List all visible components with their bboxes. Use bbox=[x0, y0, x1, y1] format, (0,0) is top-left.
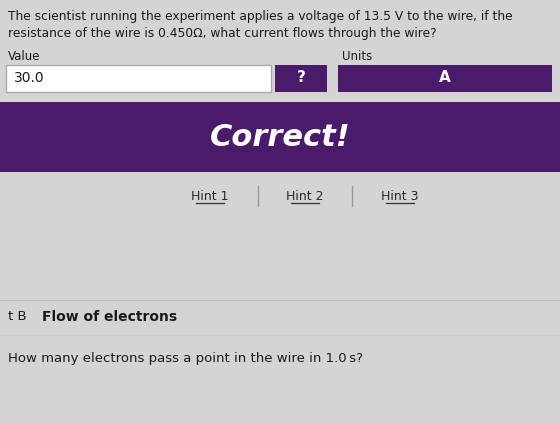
Text: t B: t B bbox=[8, 310, 27, 323]
Text: Hint 2: Hint 2 bbox=[286, 190, 324, 203]
Text: Hint 3: Hint 3 bbox=[381, 190, 419, 203]
Text: How many electrons pass a point in the wire in 1.0 s?: How many electrons pass a point in the w… bbox=[8, 352, 363, 365]
Text: Units: Units bbox=[342, 50, 372, 63]
Text: Value: Value bbox=[8, 50, 40, 63]
FancyBboxPatch shape bbox=[6, 65, 271, 92]
Text: resistance of the wire is 0.450Ω, what current flows through the wire?: resistance of the wire is 0.450Ω, what c… bbox=[8, 27, 437, 40]
Text: A: A bbox=[439, 71, 451, 85]
Text: 30.0: 30.0 bbox=[14, 71, 45, 85]
Text: Correct!: Correct! bbox=[209, 124, 351, 153]
FancyBboxPatch shape bbox=[275, 65, 327, 92]
Text: Hint 1: Hint 1 bbox=[192, 190, 228, 203]
FancyBboxPatch shape bbox=[0, 102, 560, 172]
FancyBboxPatch shape bbox=[338, 65, 552, 92]
Text: Flow of electrons: Flow of electrons bbox=[42, 310, 177, 324]
Text: ?: ? bbox=[297, 71, 305, 85]
Text: The scientist running the experiment applies a voltage of 13.5 V to the wire, if: The scientist running the experiment app… bbox=[8, 10, 512, 23]
